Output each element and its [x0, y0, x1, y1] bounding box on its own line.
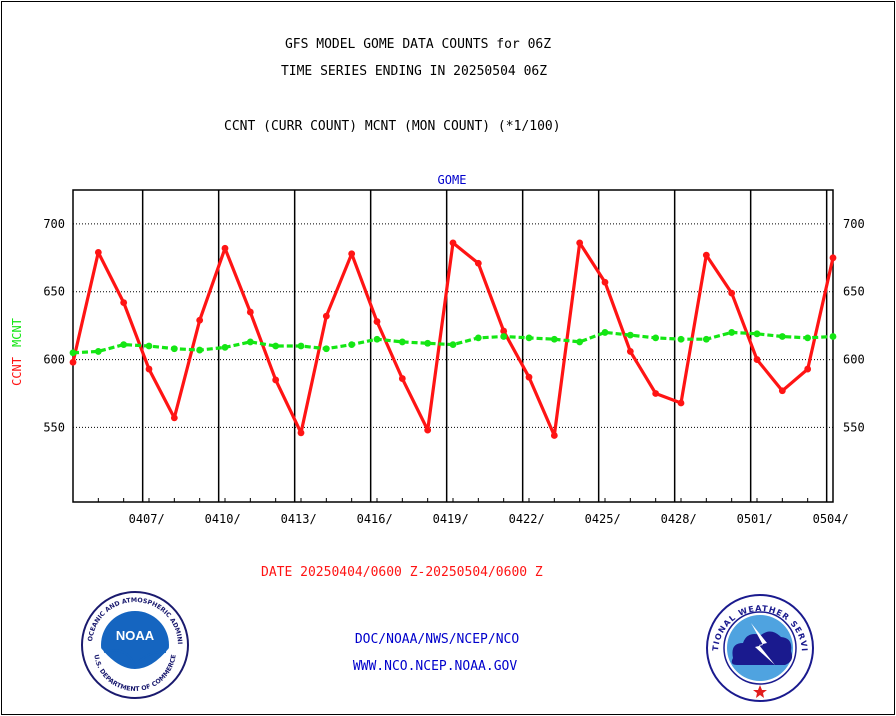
y-axis-label: CCNT MCNT — [10, 318, 24, 386]
data-point-ccnt — [424, 426, 432, 434]
data-point-ccnt — [69, 358, 77, 366]
y-axis-label-ccnt: CCNT — [10, 357, 24, 386]
data-point-ccnt — [601, 278, 609, 286]
data-point-ccnt — [373, 318, 381, 325]
data-point-mcnt — [778, 333, 786, 340]
y-tick-label-left: 550 — [43, 420, 65, 434]
data-point-ccnt — [145, 365, 153, 373]
data-point-ccnt — [398, 375, 406, 382]
nws-seal-icon: NATIONAL WEATHER SERVICE — [705, 593, 814, 702]
data-point-mcnt — [297, 342, 305, 350]
y-tick-label-right: 700 — [843, 217, 865, 231]
y-tick-label-right: 600 — [843, 353, 865, 367]
chart-subtitle: CCNT (CURR COUNT) MCNT (MON COUNT) (*1/1… — [224, 119, 561, 134]
y-tick-label-right: 650 — [843, 285, 865, 299]
data-point-ccnt — [829, 254, 837, 262]
data-point-mcnt — [373, 335, 381, 343]
data-point-mcnt — [145, 342, 153, 350]
y-tick-label-left: 600 — [43, 353, 65, 367]
data-point-mcnt — [652, 334, 660, 342]
date-range-label: DATE 20250404/0600 Z-20250504/0600 Z — [261, 565, 543, 580]
series-line-ccnt — [71, 241, 835, 438]
data-point-ccnt — [728, 289, 736, 297]
data-point-mcnt — [398, 338, 406, 346]
x-tick-label: 0407/ — [129, 512, 165, 526]
data-point-mcnt — [322, 345, 330, 353]
data-point-ccnt — [576, 239, 584, 247]
data-point-ccnt — [500, 327, 508, 335]
chart-title-line-1: GFS MODEL GOME DATA COUNTS for 06Z — [284, 37, 552, 52]
data-point-ccnt — [221, 244, 229, 252]
x-tick-label: 0501/ — [737, 512, 773, 526]
data-point-ccnt — [804, 365, 812, 373]
data-point-mcnt — [804, 334, 812, 342]
data-point-mcnt — [474, 334, 482, 342]
data-point-mcnt — [196, 346, 204, 354]
x-tick-label: 0410/ — [205, 512, 241, 526]
data-point-ccnt — [550, 432, 558, 439]
data-point-mcnt — [449, 341, 457, 349]
credit-line: DOC/NOAA/NWS/NCEP/NCO — [354, 632, 520, 647]
y-tick-label-left: 650 — [43, 285, 65, 299]
data-point-mcnt — [525, 334, 533, 342]
x-tick-label: 0504/ — [813, 512, 849, 526]
y-tick-label-right: 550 — [843, 420, 865, 434]
data-point-ccnt — [449, 239, 457, 247]
data-point-ccnt — [246, 308, 254, 316]
data-point-mcnt — [424, 339, 432, 347]
x-tick-label: 0422/ — [509, 512, 545, 526]
data-point-ccnt — [170, 414, 178, 422]
data-point-ccnt — [626, 348, 634, 355]
data-point-ccnt — [525, 373, 533, 381]
data-point-mcnt — [170, 345, 178, 353]
data-point-ccnt — [120, 299, 128, 306]
data-point-mcnt — [120, 341, 128, 349]
data-point-ccnt — [322, 312, 330, 320]
y-axis-label-mcnt: MCNT — [10, 318, 24, 347]
data-point-ccnt — [348, 250, 356, 258]
data-point-mcnt — [728, 329, 736, 336]
data-point-mcnt — [601, 329, 609, 336]
data-point-ccnt — [753, 356, 761, 363]
data-point-ccnt — [702, 251, 710, 259]
data-point-mcnt — [626, 331, 634, 339]
chart-title-line-2: TIME SERIES ENDING IN 20250504 06Z — [280, 64, 548, 79]
data-point-ccnt — [297, 429, 305, 437]
x-tick-label: 0425/ — [585, 512, 621, 526]
data-point-ccnt — [196, 316, 204, 324]
noaa-seal-center-text: NOAA — [116, 628, 155, 643]
x-tick-label: 0428/ — [661, 512, 697, 526]
data-point-mcnt — [829, 333, 837, 340]
data-point-mcnt — [94, 348, 102, 355]
data-point-mcnt — [753, 330, 761, 338]
data-point-mcnt — [246, 338, 254, 346]
data-point-mcnt — [272, 342, 280, 350]
data-point-mcnt — [702, 335, 710, 343]
data-point-mcnt — [500, 333, 508, 340]
data-point-ccnt — [474, 259, 482, 267]
x-tick-label: 0413/ — [281, 512, 317, 526]
data-point-mcnt — [69, 349, 77, 357]
data-point-mcnt — [221, 343, 229, 351]
panel-label: GOME — [437, 173, 467, 187]
data-point-mcnt — [576, 338, 584, 346]
data-point-ccnt — [778, 387, 786, 395]
data-point-ccnt — [272, 376, 280, 384]
plot-frame — [72, 189, 834, 503]
data-point-ccnt — [677, 399, 685, 407]
data-point-mcnt — [348, 341, 356, 349]
data-point-ccnt — [652, 390, 660, 397]
data-point-ccnt — [94, 249, 102, 256]
x-tick-label: 0419/ — [433, 512, 469, 526]
website-line: WWW.NCO.NCEP.NOAA.GOV — [352, 659, 518, 674]
y-tick-label-left: 700 — [43, 217, 65, 231]
data-point-mcnt — [677, 335, 685, 343]
x-tick-label: 0416/ — [357, 512, 393, 526]
noaa-seal-icon: NOAA NATIONAL OCEANIC AND ATMOSPHERIC AD… — [80, 590, 189, 699]
data-point-mcnt — [550, 335, 558, 343]
